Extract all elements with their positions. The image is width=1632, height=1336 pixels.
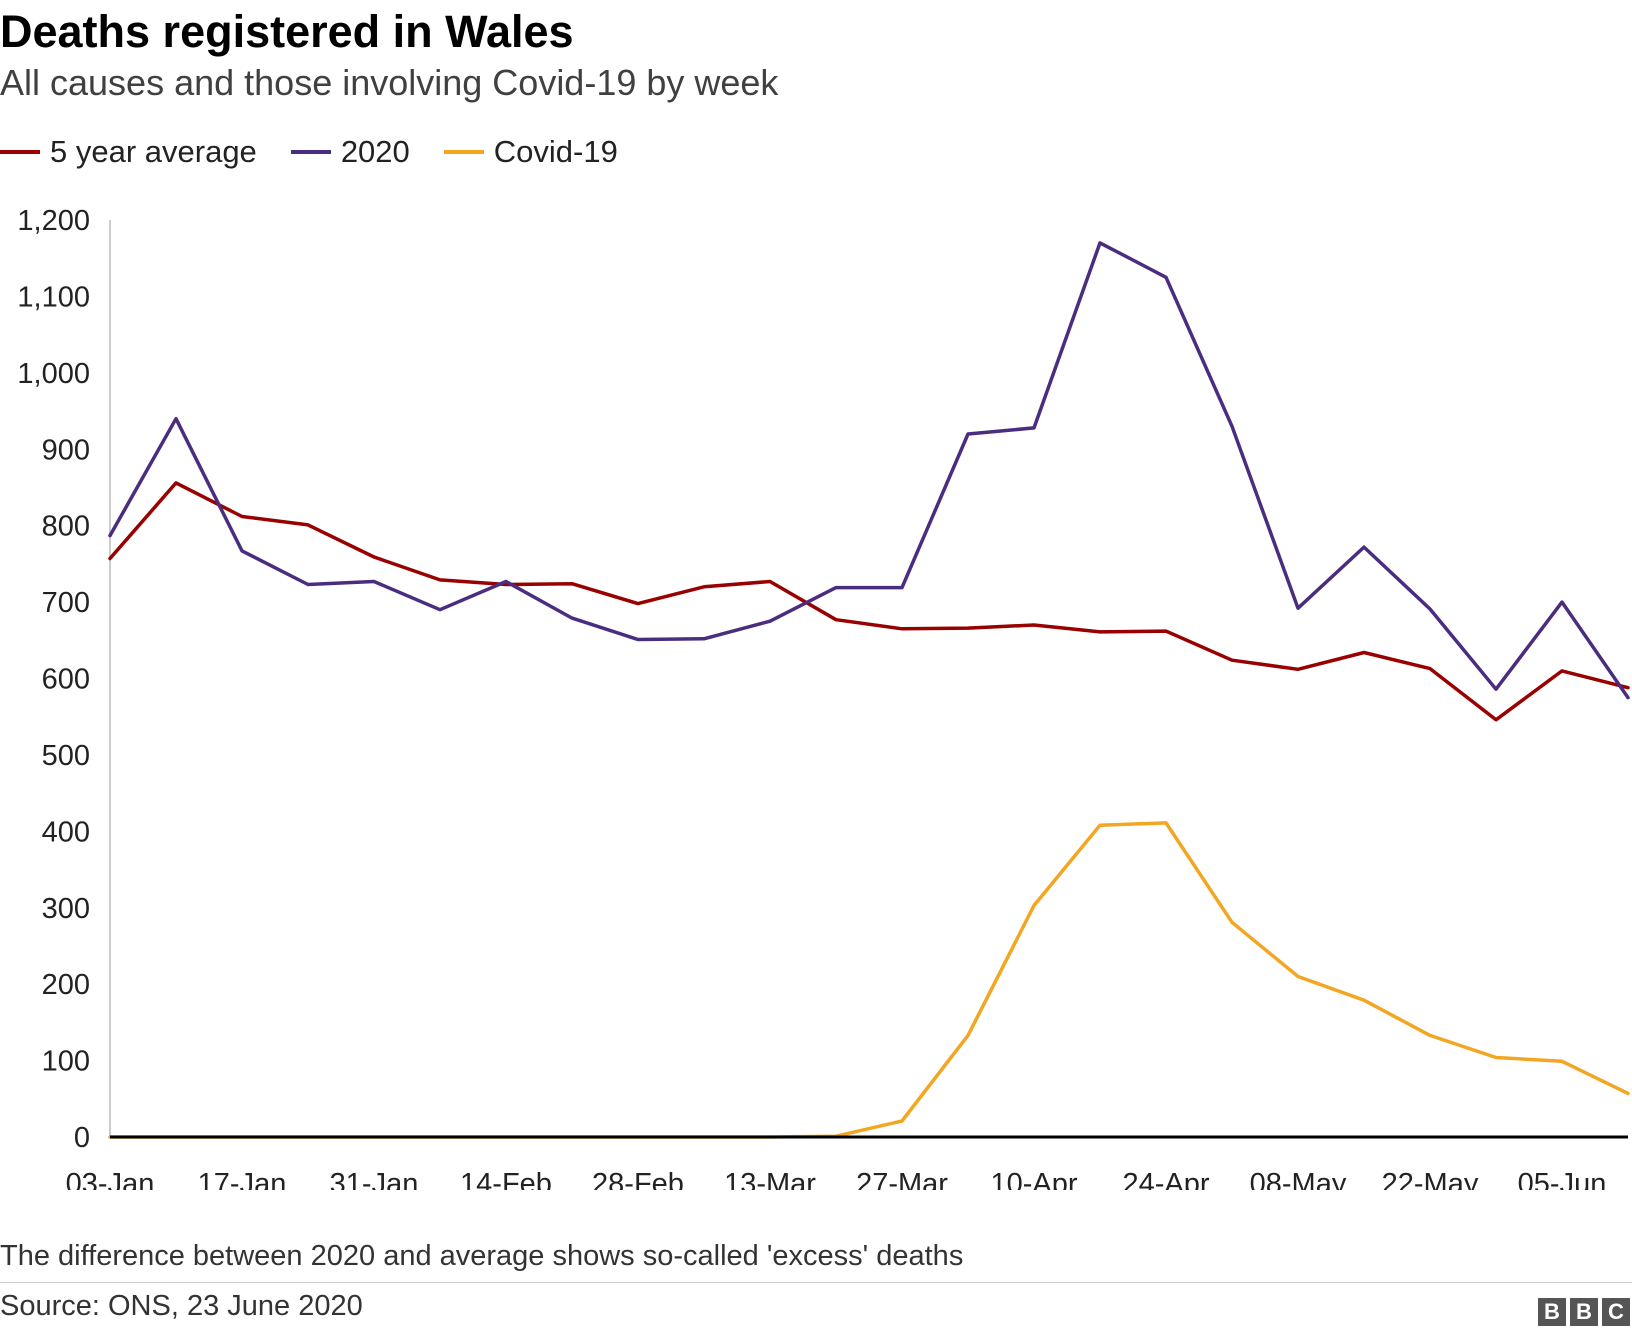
bbc-logo-letter: C — [1602, 1298, 1630, 1326]
y-tick-label: 1,200 — [17, 205, 90, 237]
x-tick-label: 28-Feb — [592, 1168, 684, 1190]
series-line-5-year-average — [108, 481, 1630, 722]
source-text: Source: ONS, 23 June 2020 — [0, 1290, 363, 1322]
y-tick-label: 300 — [42, 893, 90, 925]
legend: 5 year average 2020 Covid-19 — [0, 134, 652, 170]
x-tick-label: 17-Jan — [198, 1168, 287, 1190]
legend-swatch-2020 — [290, 150, 331, 154]
bbc-logo-letter: B — [1570, 1298, 1598, 1326]
legend-label: Covid-19 — [493, 134, 618, 169]
legend-swatch-5-year-average — [0, 150, 40, 154]
bbc-logo-letter: B — [1538, 1298, 1566, 1326]
series-line-covid-19 — [108, 821, 1630, 1139]
x-tick-label: 13-Mar — [724, 1168, 816, 1190]
y-tick-label: 200 — [42, 969, 90, 1001]
legend-item-covid-19: Covid-19 — [443, 134, 618, 170]
y-tick-label: 800 — [42, 511, 90, 543]
x-tick-label: 31-Jan — [330, 1168, 419, 1190]
legend-item-2020: 2020 — [290, 134, 410, 170]
bbc-logo: B B C — [1534, 1298, 1630, 1326]
x-tick-label: 14-Feb — [460, 1168, 552, 1190]
x-tick-label: 22-May — [1382, 1168, 1479, 1190]
x-tick-label: 10-Apr — [990, 1168, 1077, 1190]
y-tick-label: 700 — [42, 587, 90, 619]
x-tick-label: 08-May — [1250, 1168, 1347, 1190]
legend-label: 5 year average — [50, 134, 257, 169]
legend-label: 2020 — [340, 134, 410, 169]
footer-divider — [0, 1282, 1632, 1283]
y-tick-label: 600 — [42, 664, 90, 696]
y-tick-label: 400 — [42, 816, 90, 848]
legend-swatch-covid-19 — [443, 150, 484, 154]
y-tick-label: 0 — [74, 1122, 90, 1154]
y-tick-label: 900 — [42, 434, 90, 466]
line-chart: 0 100 200 300 400 500 600 700 800 900 1,000 1,100 1,… — [17, 205, 1630, 1190]
x-tick-label: 24-Apr — [1122, 1168, 1209, 1190]
x-tick-label: 27-Mar — [856, 1168, 948, 1190]
x-tick-label: 03-Jan — [66, 1168, 155, 1190]
y-tick-label: 1,000 — [17, 358, 90, 390]
y-tick-label: 1,100 — [17, 281, 90, 313]
y-tick-label: 100 — [42, 1046, 90, 1078]
chart-title: Deaths registered in Wales — [0, 6, 574, 57]
chart-footnote: The difference between 2020 and average … — [0, 1240, 964, 1272]
y-tick-label: 500 — [42, 740, 90, 772]
legend-item-5-year-average: 5 year average — [0, 134, 257, 170]
series-line-2020 — [108, 241, 1630, 700]
chart-subtitle: All causes and those involving Covid-19 … — [0, 62, 779, 103]
x-tick-label: 05-Jun — [1518, 1168, 1607, 1190]
